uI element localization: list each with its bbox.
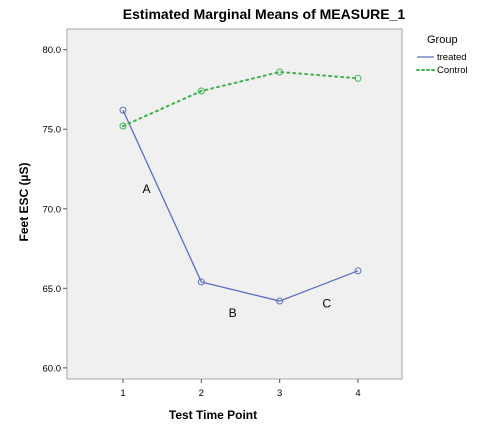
x-tick-label: 4	[355, 388, 360, 399]
data-point-treated	[276, 297, 284, 305]
y-axis: 60.0 65.0 70.0 75.0 80.0	[43, 45, 67, 374]
x-axis: 1 2 3 4	[120, 379, 361, 399]
data-point-control	[119, 122, 127, 130]
y-tick-label: 80.0	[43, 45, 62, 56]
legend-label-treated: treated	[437, 52, 467, 63]
legend-title: Group	[427, 34, 458, 46]
y-axis-label: Feet ESC (µS)	[17, 163, 31, 242]
x-axis-label: Test Time Point	[169, 408, 257, 422]
x-tick-label: 2	[199, 388, 204, 399]
series-line-control	[122, 70, 359, 128]
y-tick-label: 60.0	[43, 363, 62, 374]
legend: treated Control	[416, 52, 468, 76]
y-tick-label: 65.0	[43, 284, 62, 295]
y-tick-label: 70.0	[43, 204, 62, 215]
annotation-a: A	[142, 182, 150, 196]
y-tick-label: 75.0	[43, 125, 62, 136]
x-tick-label: 3	[277, 388, 282, 399]
series-treated	[119, 106, 362, 305]
annotation-b: B	[229, 306, 237, 320]
data-point-treated	[354, 267, 362, 275]
data-point-control	[354, 74, 362, 82]
data-point-treated	[119, 106, 127, 114]
plot-area	[66, 28, 403, 380]
annotation-c: C	[322, 296, 331, 310]
series-layer	[119, 68, 362, 305]
data-point-treated	[197, 278, 205, 286]
data-point-control	[276, 68, 284, 76]
legend-label-control: Control	[437, 65, 468, 76]
chart-title: Estimated Marginal Means of MEASURE_1	[123, 6, 406, 22]
series-line-treated	[122, 109, 359, 302]
data-point-control	[197, 87, 205, 95]
x-tick-label: 1	[120, 388, 125, 399]
annotation-layer: A B C	[142, 182, 331, 320]
series-control	[119, 68, 362, 130]
